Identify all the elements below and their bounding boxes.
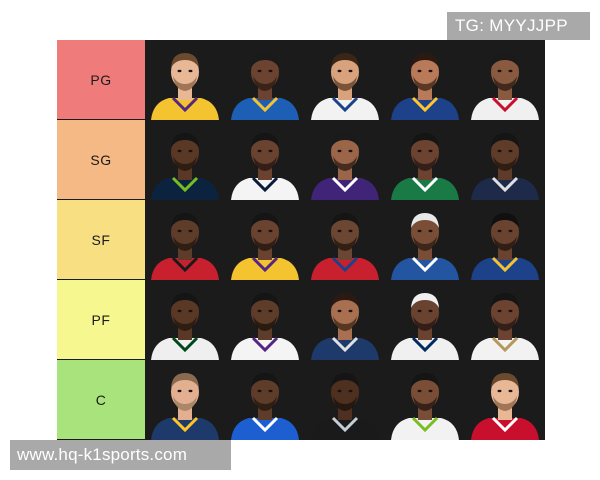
player-portrait[interactable] — [305, 360, 385, 440]
player-portrait[interactable] — [305, 200, 385, 280]
tier-row-sf: SF — [57, 200, 545, 280]
player-portrait[interactable] — [145, 200, 225, 280]
player-portrait[interactable] — [145, 120, 225, 200]
player-portrait[interactable] — [305, 280, 385, 360]
player-portrait[interactable] — [225, 360, 305, 440]
player-portrait[interactable] — [225, 280, 305, 360]
player-list — [145, 360, 545, 440]
player-list — [145, 280, 545, 360]
tier-label: SF — [57, 200, 145, 279]
player-portrait[interactable] — [385, 280, 465, 360]
tier-list-board: PG SG SF PF C — [57, 40, 545, 440]
watermark-bottom: www.hq-k1sports.com — [10, 440, 231, 470]
tier-label: PG — [57, 40, 145, 119]
tier-row-pf: PF — [57, 280, 545, 360]
player-portrait[interactable] — [465, 120, 545, 200]
watermark-top: TG: MYYJJPP — [447, 12, 590, 40]
player-list — [145, 120, 545, 200]
player-portrait[interactable] — [225, 120, 305, 200]
tier-label: C — [57, 360, 145, 439]
player-portrait[interactable] — [225, 40, 305, 120]
player-portrait[interactable] — [465, 200, 545, 280]
player-portrait[interactable] — [305, 40, 385, 120]
player-portrait[interactable] — [145, 360, 225, 440]
player-portrait[interactable] — [385, 40, 465, 120]
tier-label: SG — [57, 120, 145, 199]
player-list — [145, 40, 545, 120]
player-portrait[interactable] — [385, 200, 465, 280]
player-portrait[interactable] — [385, 120, 465, 200]
player-portrait[interactable] — [465, 360, 545, 440]
player-portrait[interactable] — [305, 120, 385, 200]
player-portrait[interactable] — [465, 280, 545, 360]
player-list — [145, 200, 545, 280]
tier-row-pg: PG — [57, 40, 545, 120]
tier-row-c: C — [57, 360, 545, 440]
player-portrait[interactable] — [145, 40, 225, 120]
player-portrait[interactable] — [465, 40, 545, 120]
player-portrait[interactable] — [385, 360, 465, 440]
player-portrait[interactable] — [225, 200, 305, 280]
tier-row-sg: SG — [57, 120, 545, 200]
tier-label: PF — [57, 280, 145, 359]
player-portrait[interactable] — [145, 280, 225, 360]
